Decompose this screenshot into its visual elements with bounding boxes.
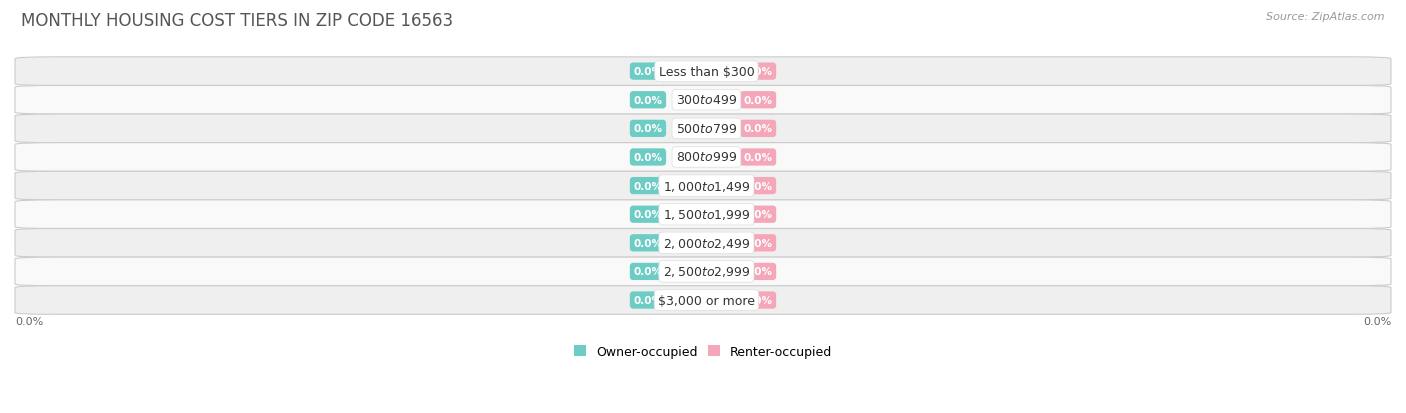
FancyBboxPatch shape (15, 200, 1391, 229)
Text: 0.0%: 0.0% (634, 238, 662, 248)
FancyBboxPatch shape (15, 86, 1391, 115)
Text: 0.0%: 0.0% (634, 124, 662, 134)
Text: $800 to $999: $800 to $999 (676, 151, 737, 164)
Text: 0.0%: 0.0% (15, 316, 44, 326)
FancyBboxPatch shape (15, 58, 1391, 86)
Text: 0.0%: 0.0% (634, 210, 662, 220)
FancyBboxPatch shape (15, 143, 1391, 172)
Text: 0.0%: 0.0% (634, 95, 662, 105)
Text: $1,500 to $1,999: $1,500 to $1,999 (662, 208, 751, 222)
Text: 0.0%: 0.0% (744, 153, 772, 163)
Text: 0.0%: 0.0% (744, 238, 772, 248)
Text: 0.0%: 0.0% (744, 95, 772, 105)
Text: $1,000 to $1,499: $1,000 to $1,499 (662, 179, 751, 193)
Text: 0.0%: 0.0% (744, 124, 772, 134)
Text: $300 to $499: $300 to $499 (676, 94, 737, 107)
Text: 0.0%: 0.0% (634, 181, 662, 191)
FancyBboxPatch shape (15, 115, 1391, 143)
Text: $2,000 to $2,499: $2,000 to $2,499 (662, 236, 751, 250)
Text: Source: ZipAtlas.com: Source: ZipAtlas.com (1267, 12, 1385, 22)
Text: 0.0%: 0.0% (744, 181, 772, 191)
FancyBboxPatch shape (15, 172, 1391, 200)
Text: $2,500 to $2,999: $2,500 to $2,999 (662, 265, 751, 279)
Text: 0.0%: 0.0% (634, 295, 662, 305)
Text: 0.0%: 0.0% (634, 153, 662, 163)
Text: $3,000 or more: $3,000 or more (658, 294, 755, 307)
FancyBboxPatch shape (15, 286, 1391, 315)
Text: 0.0%: 0.0% (1362, 316, 1391, 326)
Legend: Owner-occupied, Renter-occupied: Owner-occupied, Renter-occupied (568, 340, 838, 363)
Text: 0.0%: 0.0% (744, 67, 772, 77)
Text: Less than $300: Less than $300 (658, 66, 754, 78)
FancyBboxPatch shape (15, 229, 1391, 257)
Text: 0.0%: 0.0% (744, 210, 772, 220)
Text: 0.0%: 0.0% (634, 267, 662, 277)
Text: 0.0%: 0.0% (744, 295, 772, 305)
Text: 0.0%: 0.0% (744, 267, 772, 277)
Text: $500 to $799: $500 to $799 (676, 123, 737, 135)
Text: 0.0%: 0.0% (634, 67, 662, 77)
FancyBboxPatch shape (15, 257, 1391, 286)
Text: MONTHLY HOUSING COST TIERS IN ZIP CODE 16563: MONTHLY HOUSING COST TIERS IN ZIP CODE 1… (21, 12, 453, 30)
